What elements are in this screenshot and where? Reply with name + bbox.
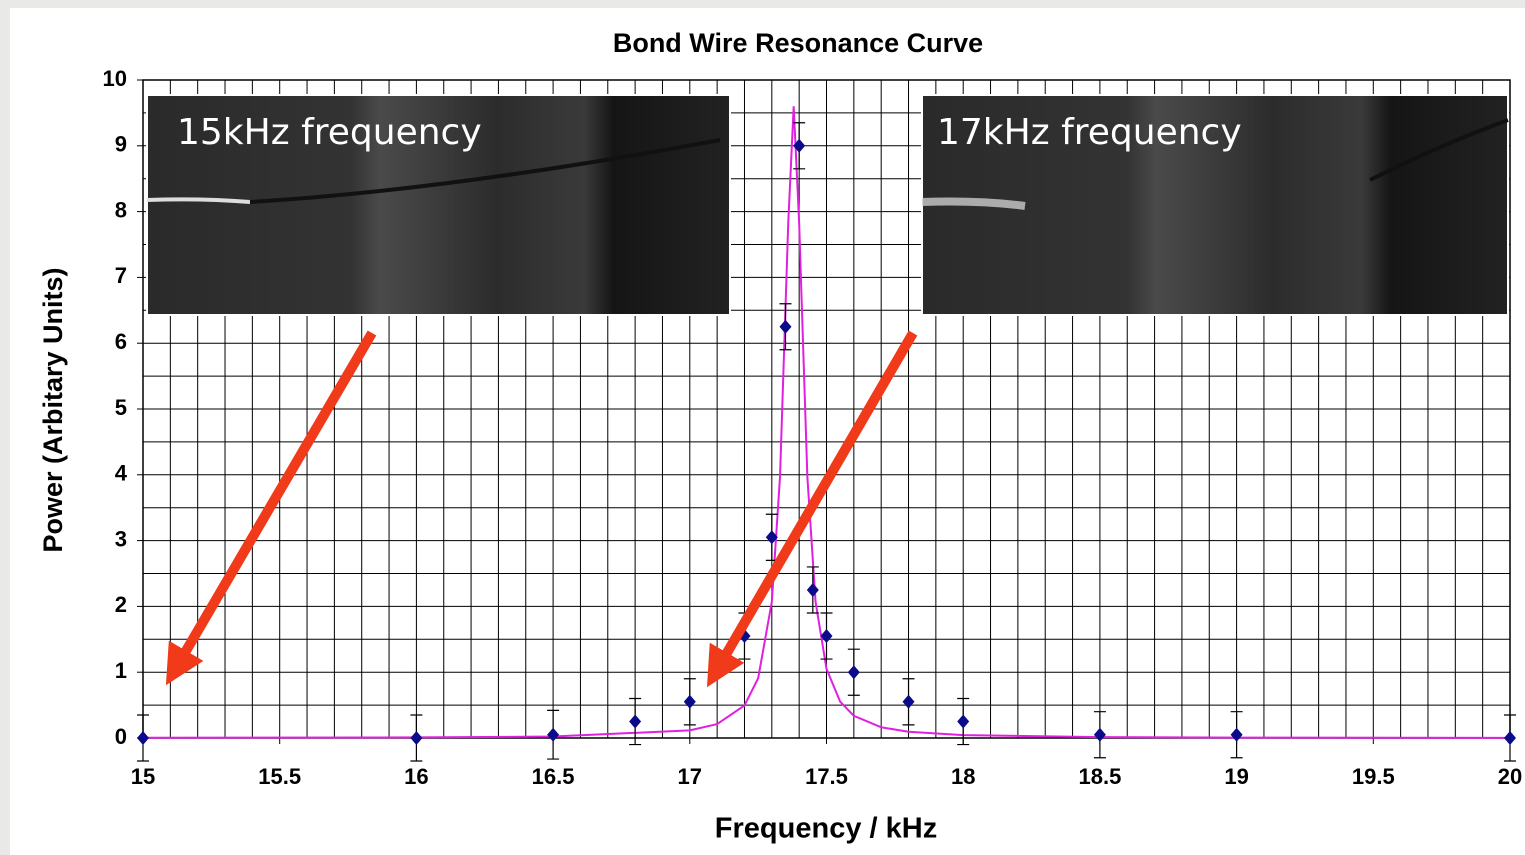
data-point xyxy=(629,714,642,729)
y-tick-label: 3 xyxy=(115,526,127,551)
x-tick-label: 15.5 xyxy=(258,764,301,789)
data-point xyxy=(547,727,560,742)
x-tick-label: 19.5 xyxy=(1352,764,1395,789)
data-point xyxy=(806,582,819,597)
y-tick-label: 9 xyxy=(115,132,127,157)
data-point xyxy=(902,694,915,709)
data-point xyxy=(137,731,149,745)
y-axis-label: Power (Arbitary Units) xyxy=(38,267,68,552)
data-point xyxy=(1093,727,1106,742)
data-point xyxy=(793,138,806,153)
data-point xyxy=(957,714,970,729)
data-point xyxy=(1230,727,1243,742)
chart-title: Bond Wire Resonance Curve xyxy=(613,28,983,58)
y-tick-label: 7 xyxy=(115,263,127,288)
x-tick-label: 16.5 xyxy=(532,764,575,789)
x-tick-label: 17.5 xyxy=(805,764,848,789)
inset: 17kHz frequency xyxy=(921,94,1509,316)
y-tick-label: 2 xyxy=(115,592,127,617)
y-tick-label: 6 xyxy=(115,329,127,354)
y-tick-label: 10 xyxy=(103,66,127,91)
x-tick-label: 19 xyxy=(1224,764,1248,789)
data-point xyxy=(683,694,696,709)
inset-image xyxy=(146,94,731,316)
y-tick-label: 1 xyxy=(115,658,127,683)
y-tick-label: 4 xyxy=(115,461,128,486)
wire xyxy=(249,138,721,204)
data-point xyxy=(410,731,423,745)
x-axis-label: Frequency / kHz xyxy=(715,813,937,845)
arrow xyxy=(165,330,377,686)
y-tick-label: 0 xyxy=(115,724,127,749)
inset: 15kHz frequency xyxy=(146,94,731,316)
inset-caption: 17kHz frequency xyxy=(937,112,1242,153)
data-point xyxy=(779,319,792,334)
x-tick-label: 20 xyxy=(1498,764,1522,789)
wire xyxy=(1369,118,1509,182)
data-point xyxy=(1504,731,1516,745)
y-tick-label: 8 xyxy=(115,197,127,222)
data-point xyxy=(765,530,778,545)
fit-curve xyxy=(142,106,1511,739)
arrow xyxy=(706,330,918,688)
inset-caption: 15kHz frequency xyxy=(177,112,482,153)
wire xyxy=(921,197,1026,210)
x-tick-label: 18 xyxy=(951,764,975,789)
data-point xyxy=(820,629,833,644)
x-tick-label: 18.5 xyxy=(1078,764,1121,789)
wire xyxy=(146,197,251,204)
data-point xyxy=(847,665,860,680)
y-tick-label: 5 xyxy=(115,395,127,420)
x-tick-label: 15 xyxy=(131,764,155,789)
x-tick-label: 16 xyxy=(404,764,428,789)
x-tick-label: 17 xyxy=(678,764,702,789)
